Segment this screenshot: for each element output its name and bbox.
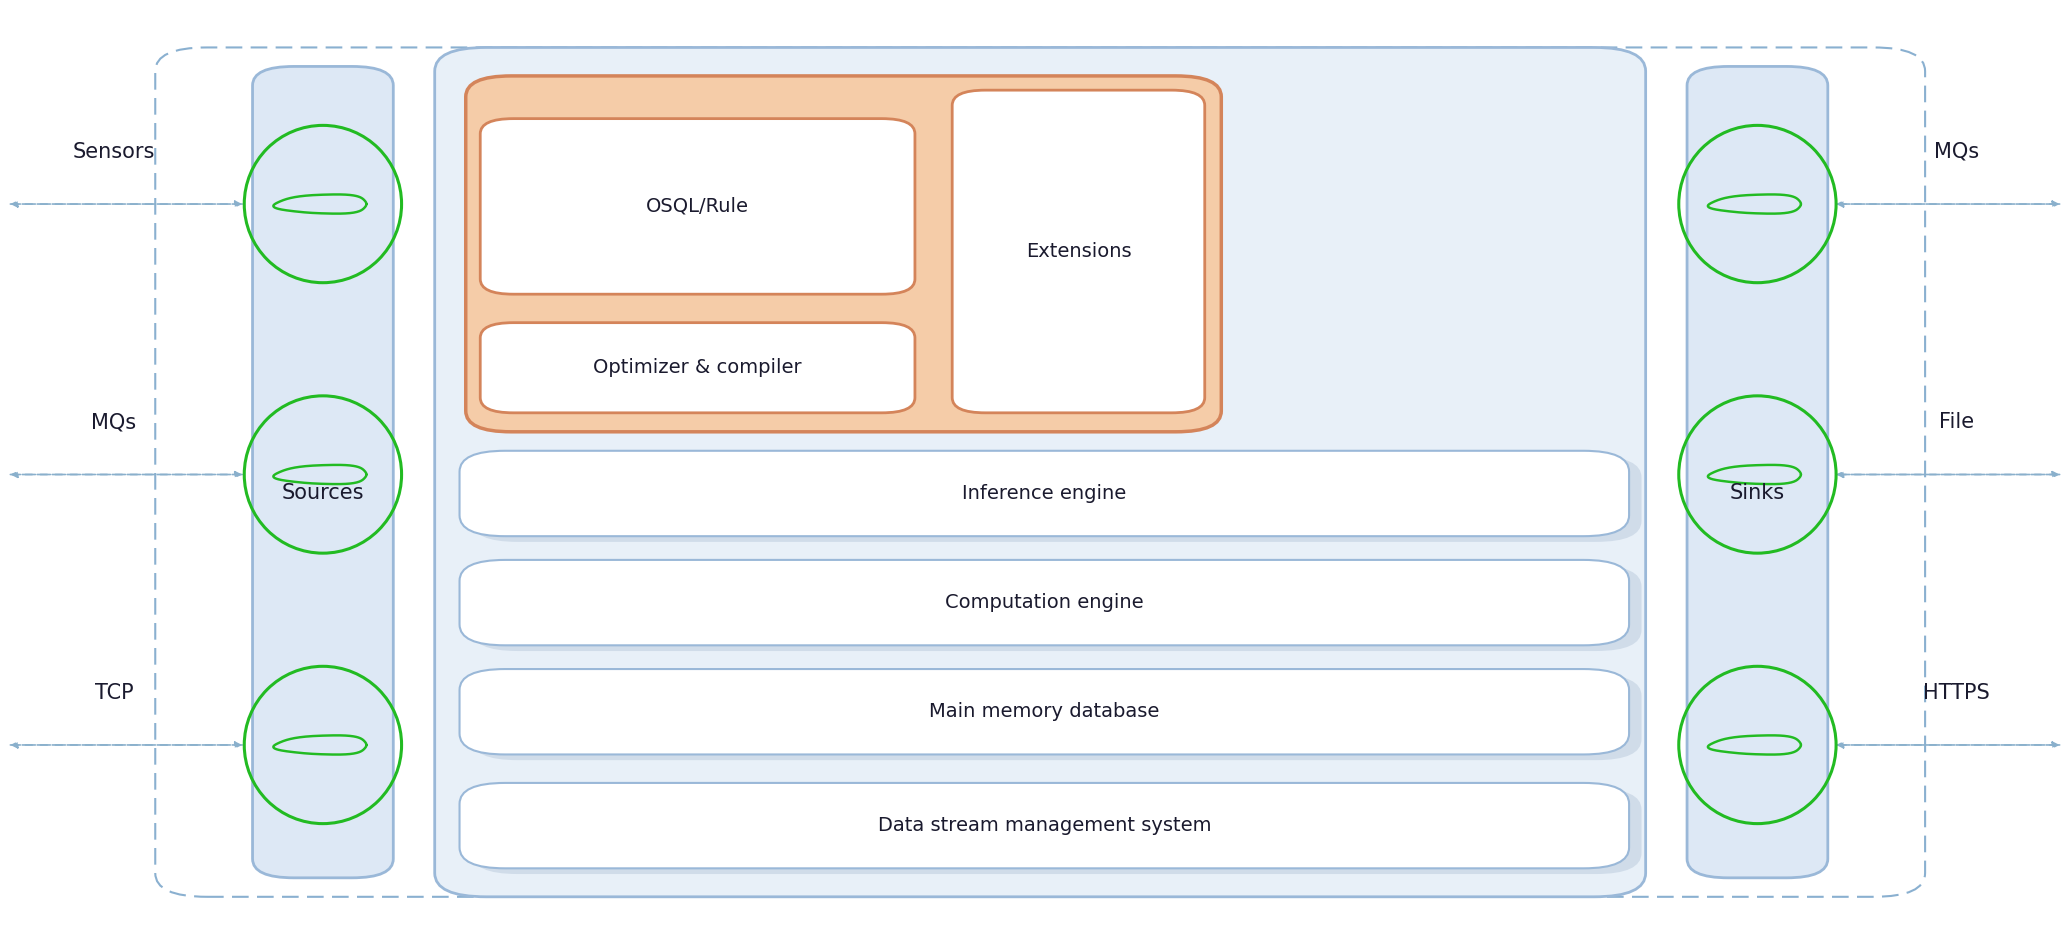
FancyBboxPatch shape: [460, 560, 1629, 645]
FancyBboxPatch shape: [460, 669, 1629, 754]
FancyBboxPatch shape: [472, 675, 1642, 760]
FancyBboxPatch shape: [472, 789, 1642, 874]
FancyBboxPatch shape: [472, 456, 1642, 542]
FancyBboxPatch shape: [472, 566, 1642, 651]
FancyBboxPatch shape: [460, 783, 1629, 868]
Text: Inference engine: Inference engine: [963, 484, 1126, 503]
Text: TCP: TCP: [95, 682, 132, 703]
Text: Main memory database: Main memory database: [929, 702, 1159, 721]
Text: Computation engine: Computation engine: [946, 593, 1143, 612]
Text: Optimizer & compiler: Optimizer & compiler: [594, 358, 801, 378]
FancyBboxPatch shape: [460, 451, 1629, 536]
FancyBboxPatch shape: [155, 47, 1925, 897]
Text: OSQL/Rule: OSQL/Rule: [646, 196, 749, 216]
FancyBboxPatch shape: [435, 47, 1646, 897]
FancyBboxPatch shape: [253, 66, 393, 878]
Text: Sinks: Sinks: [1731, 483, 1784, 504]
Text: MQs: MQs: [1933, 141, 1979, 162]
Text: File: File: [1940, 412, 1973, 433]
Text: Extensions: Extensions: [1025, 242, 1132, 261]
Text: HTTPS: HTTPS: [1923, 682, 1989, 703]
Text: Sources: Sources: [282, 483, 364, 504]
Text: Sensors: Sensors: [72, 141, 155, 162]
FancyBboxPatch shape: [480, 323, 915, 413]
Text: Data stream management system: Data stream management system: [878, 816, 1211, 835]
FancyBboxPatch shape: [480, 119, 915, 294]
FancyBboxPatch shape: [952, 90, 1205, 413]
FancyBboxPatch shape: [466, 76, 1221, 432]
FancyBboxPatch shape: [1687, 66, 1828, 878]
Text: MQs: MQs: [91, 412, 137, 433]
